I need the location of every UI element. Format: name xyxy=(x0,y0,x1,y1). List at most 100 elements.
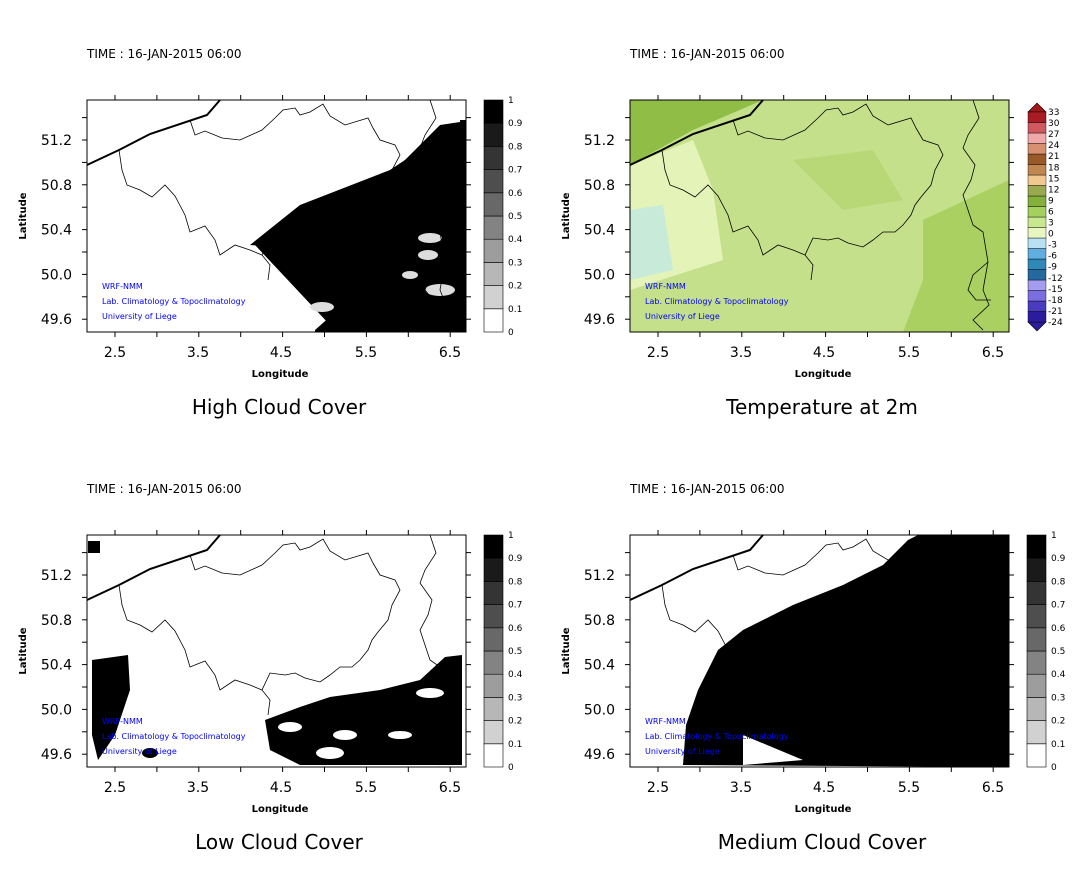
colorbar-label: 1 xyxy=(1051,531,1057,541)
colorbar-swatch xyxy=(1026,743,1047,768)
colorbar-label: 30 xyxy=(1048,119,1060,129)
colorbar: 0 0.1 0.2 0.3 0.4 0.5 0.6 0.7 0.8 0.9 1 xyxy=(483,531,523,773)
y-tick-label: 50.4 xyxy=(584,658,615,674)
colorbar-swatch xyxy=(483,650,504,675)
colorbar-label: 0 xyxy=(1051,763,1057,773)
colorbar-swatch xyxy=(483,122,504,147)
x-tick-label: 3.5 xyxy=(730,780,752,796)
colorbar-label: 0.6 xyxy=(508,189,523,199)
country-borders xyxy=(661,535,991,766)
colorbar-swatch xyxy=(483,673,504,698)
coastline xyxy=(629,534,764,601)
time-label: TIME : 16-JAN-2015 06:00 xyxy=(629,482,785,496)
colorbar-label: 33 xyxy=(1048,108,1059,118)
x-tick-label: 6.5 xyxy=(439,780,461,796)
colorbar-label: 0.5 xyxy=(508,647,522,657)
x-tick-label: 4.5 xyxy=(270,345,292,361)
chart-title: Low Cloud Cover xyxy=(195,830,364,854)
map-panel-4: TIME : 16-JAN-2015 06:00 2.5 3.5 4.5 5.5 6.5 5… xyxy=(543,435,1086,870)
colorbar-label: 0.3 xyxy=(508,258,522,268)
colorbar-label: 0.2 xyxy=(508,717,522,727)
credit-text: University of Liege xyxy=(102,312,177,321)
colorbar-swatch xyxy=(1027,111,1047,123)
colorbar-label: 21 xyxy=(1048,152,1059,162)
colorbar-label: 0.4 xyxy=(1051,670,1066,680)
x-axis-label: Longitude xyxy=(795,369,852,380)
colorbar-swatch xyxy=(1027,237,1047,249)
y-tick-label: 51.2 xyxy=(41,568,72,584)
chart-title: Medium Cloud Cover xyxy=(718,830,927,854)
colorbar-label: 0.9 xyxy=(508,119,523,129)
x-tick-label: 2.5 xyxy=(647,780,669,796)
colorbar-label: 27 xyxy=(1048,130,1059,140)
map-panel-3: TIME : 16-JAN-2015 06:00 2.5 3.5 4.5 5.5 6.5 5… xyxy=(0,435,543,870)
colorbar: -24-21-18-15-12-9-6-303 69121518212427303… xyxy=(1027,102,1063,332)
y-tick-label: 50.4 xyxy=(584,223,615,239)
x-tick-label: 6.5 xyxy=(439,345,461,361)
colorbar-label: -3 xyxy=(1048,241,1057,251)
colorbar-label: -12 xyxy=(1048,274,1063,284)
colorbar-swatch xyxy=(483,720,504,745)
credit-text: WRF-NMM xyxy=(102,282,143,291)
y-tick-label: 50.4 xyxy=(41,223,72,239)
colorbar-label: 24 xyxy=(1048,141,1060,151)
colorbar-label: 9 xyxy=(1048,196,1054,206)
colorbar-label: 1 xyxy=(508,531,514,541)
country-borders xyxy=(118,100,448,331)
colorbar-label: 0.3 xyxy=(508,693,522,703)
y-tick-label: 50.8 xyxy=(41,613,72,629)
x-tick-label: 2.5 xyxy=(104,780,126,796)
credit-text: Lab. Climatology & Topoclimatology xyxy=(645,732,789,741)
plot-frame xyxy=(629,99,1010,333)
colorbar-swatch xyxy=(1027,216,1047,228)
colorbar-swatch xyxy=(1026,697,1047,721)
colorbar-label: 0 xyxy=(508,328,514,338)
colorbar-label: 0.8 xyxy=(508,142,523,152)
colorbar-swatch xyxy=(1027,279,1047,291)
colorbar-label: -18 xyxy=(1048,296,1063,306)
colorbar-swatch xyxy=(1027,195,1047,207)
y-axis-label: Latitude xyxy=(18,192,29,239)
colorbar-swatch xyxy=(483,743,504,768)
y-tick-label: 51.2 xyxy=(584,568,615,584)
colorbar-swatch xyxy=(483,557,504,582)
colorbar-label: 3 xyxy=(1048,219,1054,229)
colorbar-label: 0.1 xyxy=(508,305,522,315)
x-tick-label: 3.5 xyxy=(730,345,752,361)
colorbar-swatch xyxy=(1027,174,1047,186)
y-tick-label: 50.0 xyxy=(41,267,72,283)
x-axis-label: Longitude xyxy=(795,804,852,815)
colorbar-label: 0.8 xyxy=(508,577,523,587)
y-axis-label: Latitude xyxy=(18,627,29,674)
chart-title: High Cloud Cover xyxy=(192,395,367,419)
y-tick-label: 49.6 xyxy=(584,312,615,328)
coastline xyxy=(629,99,764,166)
map-panel-1: TIME : 16-JAN-2015 06:00 2.5 3.5 4.5 5.5 6.5 5… xyxy=(0,0,543,435)
colorbar-label: 0.4 xyxy=(508,235,523,245)
x-tick-label: 3.5 xyxy=(187,345,209,361)
colorbar-swatch xyxy=(483,146,504,170)
colorbar-label: 0.7 xyxy=(508,601,522,611)
y-tick-label: 50.8 xyxy=(584,613,615,629)
y-tick-label: 50.8 xyxy=(41,178,72,194)
colorbar-swatch xyxy=(483,215,504,240)
y-tick-label: 50.0 xyxy=(584,702,615,718)
coastline xyxy=(86,99,221,166)
colorbar-label: 0.2 xyxy=(508,282,522,292)
x-axis-label: Longitude xyxy=(252,369,309,380)
colorbar-label: 0.7 xyxy=(1051,601,1065,611)
colorbar-swatch xyxy=(483,604,504,629)
credit-text: University of Liege xyxy=(645,312,720,321)
y-tick-label: 50.0 xyxy=(584,267,615,283)
colorbar-swatch xyxy=(483,308,504,333)
colorbar-swatch xyxy=(1026,534,1047,559)
y-tick-label: 49.6 xyxy=(584,747,615,763)
colorbar-max-arrow xyxy=(1027,102,1047,113)
colorbar: 0 0.1 0.2 0.3 0.4 0.5 0.6 0.7 0.8 0.9 1 xyxy=(483,96,523,338)
colorbar-label: 0.1 xyxy=(1051,740,1065,750)
credit-text: WRF-NMM xyxy=(645,282,686,291)
colorbar-label: 0.9 xyxy=(1051,554,1066,564)
y-tick-label: 49.6 xyxy=(41,747,72,763)
x-tick-label: 3.5 xyxy=(187,780,209,796)
colorbar-label: 0.5 xyxy=(508,212,522,222)
